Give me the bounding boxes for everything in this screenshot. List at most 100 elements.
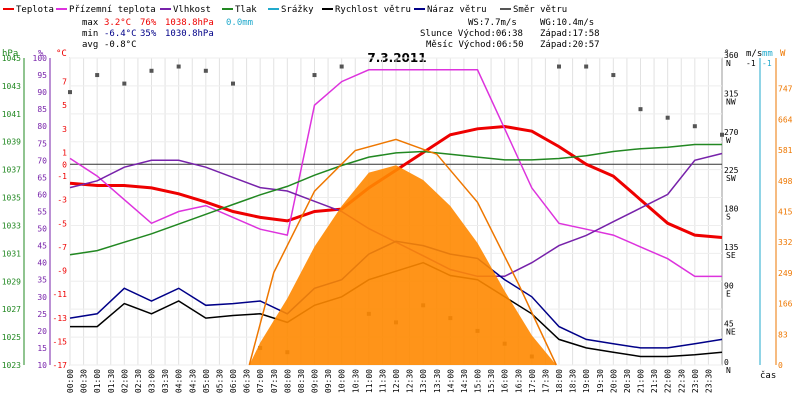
x-tick-label: 12:30	[406, 369, 415, 393]
temperature-tick-label: -7	[57, 243, 67, 252]
humidity-tick-label: 90	[37, 88, 47, 97]
stats-avg-label: avg	[82, 40, 98, 50]
legend: Teplota Přízemní teplota Vlhkost Tlak Sr…	[3, 5, 567, 15]
temperature-tick-label: -13	[53, 314, 68, 323]
temperature-tick-label: -17	[53, 361, 68, 370]
pressure-tick-label: 1035	[2, 194, 21, 203]
temperature-tick-label: -11	[53, 290, 68, 299]
x-tick-label: 04:00	[175, 369, 184, 393]
stats-min-press: 1030.8hPa	[165, 29, 214, 39]
series-smer-vetru-point	[611, 73, 616, 78]
stats-max-hum: 76%	[140, 18, 157, 28]
series-solar-max-line	[248, 138, 557, 366]
humidity-tick-label: 85	[37, 105, 47, 114]
x-tick-label: 15:00	[474, 369, 483, 393]
stats-min-hum: 35%	[140, 29, 157, 39]
info-slunce-zapad: Západ:17:58	[540, 29, 600, 39]
x-tick-label: 22:30	[677, 369, 686, 393]
series-tlak-line	[69, 143, 722, 256]
direction-tick-label: 180	[724, 205, 739, 214]
x-tick-label: 14:00	[446, 369, 455, 393]
legend-srazky: Srážky	[281, 5, 314, 15]
series-smer-vetru-point	[149, 68, 154, 73]
solar-tick-label: 83	[778, 330, 788, 339]
solar-tick-label: 249	[778, 269, 793, 278]
direction-compass-label: N	[726, 366, 731, 375]
x-tick-label: 21:30	[650, 369, 659, 393]
solar-tick-label: 581	[778, 146, 793, 155]
temperature-tick-label: -15	[53, 337, 68, 346]
x-tick-label: 01:30	[107, 369, 116, 393]
series-smer-vetru-point	[665, 115, 670, 120]
unit-temperature: °C	[56, 49, 67, 59]
stats-min-temp: -6.4°C	[104, 29, 137, 39]
direction-tick-label: 315	[724, 89, 739, 98]
series-smer-vetru-point	[68, 90, 72, 95]
direction-tick-label: 90	[724, 281, 734, 290]
x-tick-label: 13:30	[433, 369, 442, 393]
pressure-tick-label: 1041	[2, 110, 21, 119]
pressure-tick-label: 1037	[2, 166, 21, 175]
pressure-tick-label: 1031	[2, 249, 21, 258]
x-tick-label: 11:00	[365, 369, 374, 393]
x-tick-label: 10:00	[338, 369, 347, 393]
x-tick-label: 16:30	[514, 369, 523, 393]
solar-tick-label: 0	[778, 361, 783, 370]
stats-max-label: max	[82, 18, 99, 28]
stats-block: max 3.2°C 76% 1038.8hPa 0.0mm min -6.4°C…	[82, 18, 253, 50]
x-tick-label: 06:00	[229, 369, 238, 393]
x-tick-label: 15:30	[487, 369, 496, 393]
pressure-tick-label: 1039	[2, 138, 21, 147]
pressure-tick-label: 1023	[2, 361, 21, 370]
humidity-tick-label: 95	[37, 71, 47, 80]
direction-tick-label: 45	[724, 320, 734, 329]
solar-tick-label: 664	[778, 115, 793, 124]
stats-max-rain: 0.0mm	[226, 18, 253, 28]
direction-tick-label: 135	[724, 243, 739, 252]
solar-tick-label: 166	[778, 300, 793, 309]
humidity-tick-label: 45	[37, 242, 47, 251]
direction-compass-label: NE	[726, 328, 736, 337]
humidity-tick-label: 100	[33, 54, 48, 63]
rain-tick-label: -1	[762, 59, 772, 68]
humidity-tick-label: 25	[37, 310, 47, 319]
humidity-tick-label: 70	[37, 156, 47, 165]
series-smer-vetru-point	[584, 64, 589, 69]
direction-tick-label: 225	[724, 166, 739, 175]
x-tick-label: 18:00	[555, 369, 564, 393]
legend-rychlost: Rychlost větru	[335, 5, 411, 15]
pressure-tick-label: 1025	[2, 333, 21, 342]
pressure-tick-label: 1033	[2, 221, 21, 230]
legend-teplota: Teplota	[16, 5, 54, 15]
legend-naraz: Náraz větru	[427, 5, 487, 15]
x-tick-label: 01:00	[93, 369, 102, 393]
direction-compass-label: SE	[726, 251, 736, 260]
x-tick-label: 13:00	[419, 369, 428, 393]
unit-rain: mm	[762, 49, 773, 59]
humidity-tick-label: 30	[37, 293, 47, 302]
info-block: WS:7.7m/s WG:10.4m/s Slunce Východ:06:38…	[420, 18, 600, 50]
temperature-tick-label: -5	[57, 219, 67, 228]
x-tick-label: 09:30	[324, 369, 333, 393]
unit-solar: W	[780, 49, 786, 59]
x-tick-label: 00:00	[66, 369, 75, 393]
stats-min-label: min	[82, 29, 98, 39]
direction-tick-label: 0	[724, 358, 729, 367]
x-tick-label: 14:30	[460, 369, 469, 393]
direction-tick-label: 270	[724, 128, 739, 137]
x-tick-label: 03:30	[161, 369, 170, 393]
direction-compass-label: SW	[726, 174, 736, 183]
x-tick-label: 03:00	[148, 369, 157, 393]
series-smer-vetru-point	[203, 68, 208, 73]
x-tick-label: 19:30	[596, 369, 605, 393]
humidity-tick-label: 20	[37, 327, 47, 336]
series-p-zemn-teplota-line	[69, 69, 722, 278]
x-tick-label: 02:00	[120, 369, 129, 393]
solar-tick-label: 415	[778, 208, 793, 217]
x-tick-label: 23:30	[704, 369, 713, 393]
series-smer-vetru-point	[231, 81, 235, 86]
x-tick-label: 04:30	[188, 369, 197, 393]
x-tick-label: 23:00	[691, 369, 700, 393]
unit-wind: m/s	[746, 49, 762, 59]
temperature-tick-label: -3	[57, 196, 67, 205]
